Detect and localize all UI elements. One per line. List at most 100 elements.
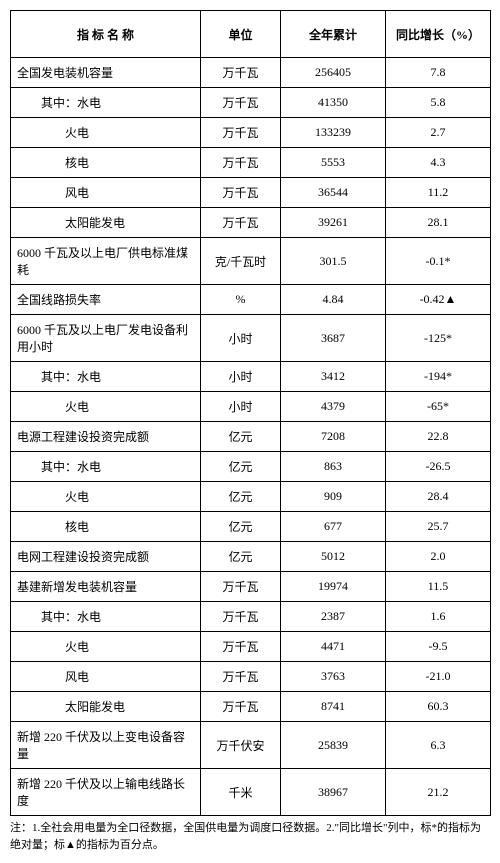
cell-name: 电源工程建设投资完成额: [11, 422, 201, 452]
cell-name: 其中：水电: [11, 452, 201, 482]
cell-unit: 亿元: [201, 482, 281, 512]
table-row: 火电小时4379-65*: [11, 392, 491, 422]
cell-yoy: -0.1*: [386, 238, 491, 285]
cell-name: 火电: [11, 392, 201, 422]
cell-unit: 克/千瓦时: [201, 238, 281, 285]
cell-name: 6000 千瓦及以上电厂发电设备利用小时: [11, 315, 201, 362]
cell-name: 风电: [11, 178, 201, 208]
table-row: 全国发电装机容量万千瓦2564057.8: [11, 58, 491, 88]
cell-yoy: -26.5: [386, 452, 491, 482]
cell-yoy: 2.7: [386, 118, 491, 148]
cell-total: 3687: [281, 315, 386, 362]
cell-name: 核电: [11, 148, 201, 178]
cell-total: 3763: [281, 662, 386, 692]
table-row: 核电亿元67725.7: [11, 512, 491, 542]
cell-total: 301.5: [281, 238, 386, 285]
cell-unit: %: [201, 285, 281, 315]
cell-unit: 万千瓦: [201, 58, 281, 88]
cell-yoy: 60.3: [386, 692, 491, 722]
table-header-row: 指 标 名 称 单位 全年累计 同比增长（%）: [11, 11, 491, 58]
table-row: 新增 220 千伏及以上输电线路长度千米3896721.2: [11, 769, 491, 816]
cell-total: 5553: [281, 148, 386, 178]
table-row: 火电万千瓦1332392.7: [11, 118, 491, 148]
cell-unit: 小时: [201, 362, 281, 392]
cell-name: 新增 220 千伏及以上变电设备容量: [11, 722, 201, 769]
cell-unit: 亿元: [201, 542, 281, 572]
cell-name: 火电: [11, 482, 201, 512]
cell-yoy: -0.42▲: [386, 285, 491, 315]
cell-name: 核电: [11, 512, 201, 542]
cell-unit: 亿元: [201, 422, 281, 452]
table-row: 风电万千瓦3763-21.0: [11, 662, 491, 692]
cell-unit: 万千瓦: [201, 88, 281, 118]
table-row: 其中：水电亿元863-26.5: [11, 452, 491, 482]
cell-unit: 万千瓦: [201, 208, 281, 238]
cell-unit: 万千瓦: [201, 632, 281, 662]
table-row: 6000 千瓦及以上电厂供电标准煤耗克/千瓦时301.5-0.1*: [11, 238, 491, 285]
cell-unit: 万千伏安: [201, 722, 281, 769]
col-header-unit: 单位: [201, 11, 281, 58]
cell-total: 7208: [281, 422, 386, 452]
cell-yoy: 1.6: [386, 602, 491, 632]
footnote: 注：1.全社会用电量为全口径数据，全国供电量为调度口径数据。2."同比增长"列中…: [10, 820, 490, 853]
cell-yoy: 7.8: [386, 58, 491, 88]
cell-unit: 万千瓦: [201, 602, 281, 632]
cell-name: 火电: [11, 118, 201, 148]
table-row: 其中：水电万千瓦413505.8: [11, 88, 491, 118]
cell-total: 256405: [281, 58, 386, 88]
cell-total: 677: [281, 512, 386, 542]
cell-total: 4471: [281, 632, 386, 662]
cell-yoy: 22.8: [386, 422, 491, 452]
cell-total: 36544: [281, 178, 386, 208]
table-row: 电网工程建设投资完成额亿元50122.0: [11, 542, 491, 572]
cell-total: 39261: [281, 208, 386, 238]
table-row: 6000 千瓦及以上电厂发电设备利用小时小时3687-125*: [11, 315, 491, 362]
cell-unit: 万千瓦: [201, 148, 281, 178]
table-row: 风电万千瓦3654411.2: [11, 178, 491, 208]
cell-name: 电网工程建设投资完成额: [11, 542, 201, 572]
cell-total: 25839: [281, 722, 386, 769]
cell-name: 基建新增发电装机容量: [11, 572, 201, 602]
cell-name: 太阳能发电: [11, 692, 201, 722]
cell-unit: 万千瓦: [201, 178, 281, 208]
cell-total: 863: [281, 452, 386, 482]
cell-unit: 小时: [201, 315, 281, 362]
cell-yoy: 11.2: [386, 178, 491, 208]
cell-total: 4.84: [281, 285, 386, 315]
cell-yoy: -194*: [386, 362, 491, 392]
cell-yoy: -21.0: [386, 662, 491, 692]
table-row: 太阳能发电万千瓦3926128.1: [11, 208, 491, 238]
cell-total: 909: [281, 482, 386, 512]
cell-total: 4379: [281, 392, 386, 422]
cell-total: 38967: [281, 769, 386, 816]
cell-total: 41350: [281, 88, 386, 118]
cell-name: 其中：水电: [11, 362, 201, 392]
cell-yoy: 28.4: [386, 482, 491, 512]
cell-unit: 亿元: [201, 452, 281, 482]
cell-yoy: -125*: [386, 315, 491, 362]
cell-yoy: -65*: [386, 392, 491, 422]
cell-yoy: 5.8: [386, 88, 491, 118]
cell-name: 全国发电装机容量: [11, 58, 201, 88]
stats-table: 指 标 名 称 单位 全年累计 同比增长（%） 全国发电装机容量万千瓦25640…: [10, 10, 491, 816]
cell-name: 风电: [11, 662, 201, 692]
col-header-total: 全年累计: [281, 11, 386, 58]
table-row: 其中：水电小时3412-194*: [11, 362, 491, 392]
cell-unit: 万千瓦: [201, 118, 281, 148]
cell-total: 19974: [281, 572, 386, 602]
cell-total: 2387: [281, 602, 386, 632]
table-row: 其中：水电万千瓦23871.6: [11, 602, 491, 632]
cell-name: 其中：水电: [11, 88, 201, 118]
cell-name: 其中：水电: [11, 602, 201, 632]
cell-name: 6000 千瓦及以上电厂供电标准煤耗: [11, 238, 201, 285]
table-row: 火电万千瓦4471-9.5: [11, 632, 491, 662]
table-row: 太阳能发电万千瓦874160.3: [11, 692, 491, 722]
cell-yoy: 25.7: [386, 512, 491, 542]
cell-name: 火电: [11, 632, 201, 662]
cell-yoy: 21.2: [386, 769, 491, 816]
cell-unit: 万千瓦: [201, 692, 281, 722]
cell-yoy: -9.5: [386, 632, 491, 662]
cell-total: 3412: [281, 362, 386, 392]
table-row: 全国线路损失率%4.84-0.42▲: [11, 285, 491, 315]
table-row: 火电亿元90928.4: [11, 482, 491, 512]
